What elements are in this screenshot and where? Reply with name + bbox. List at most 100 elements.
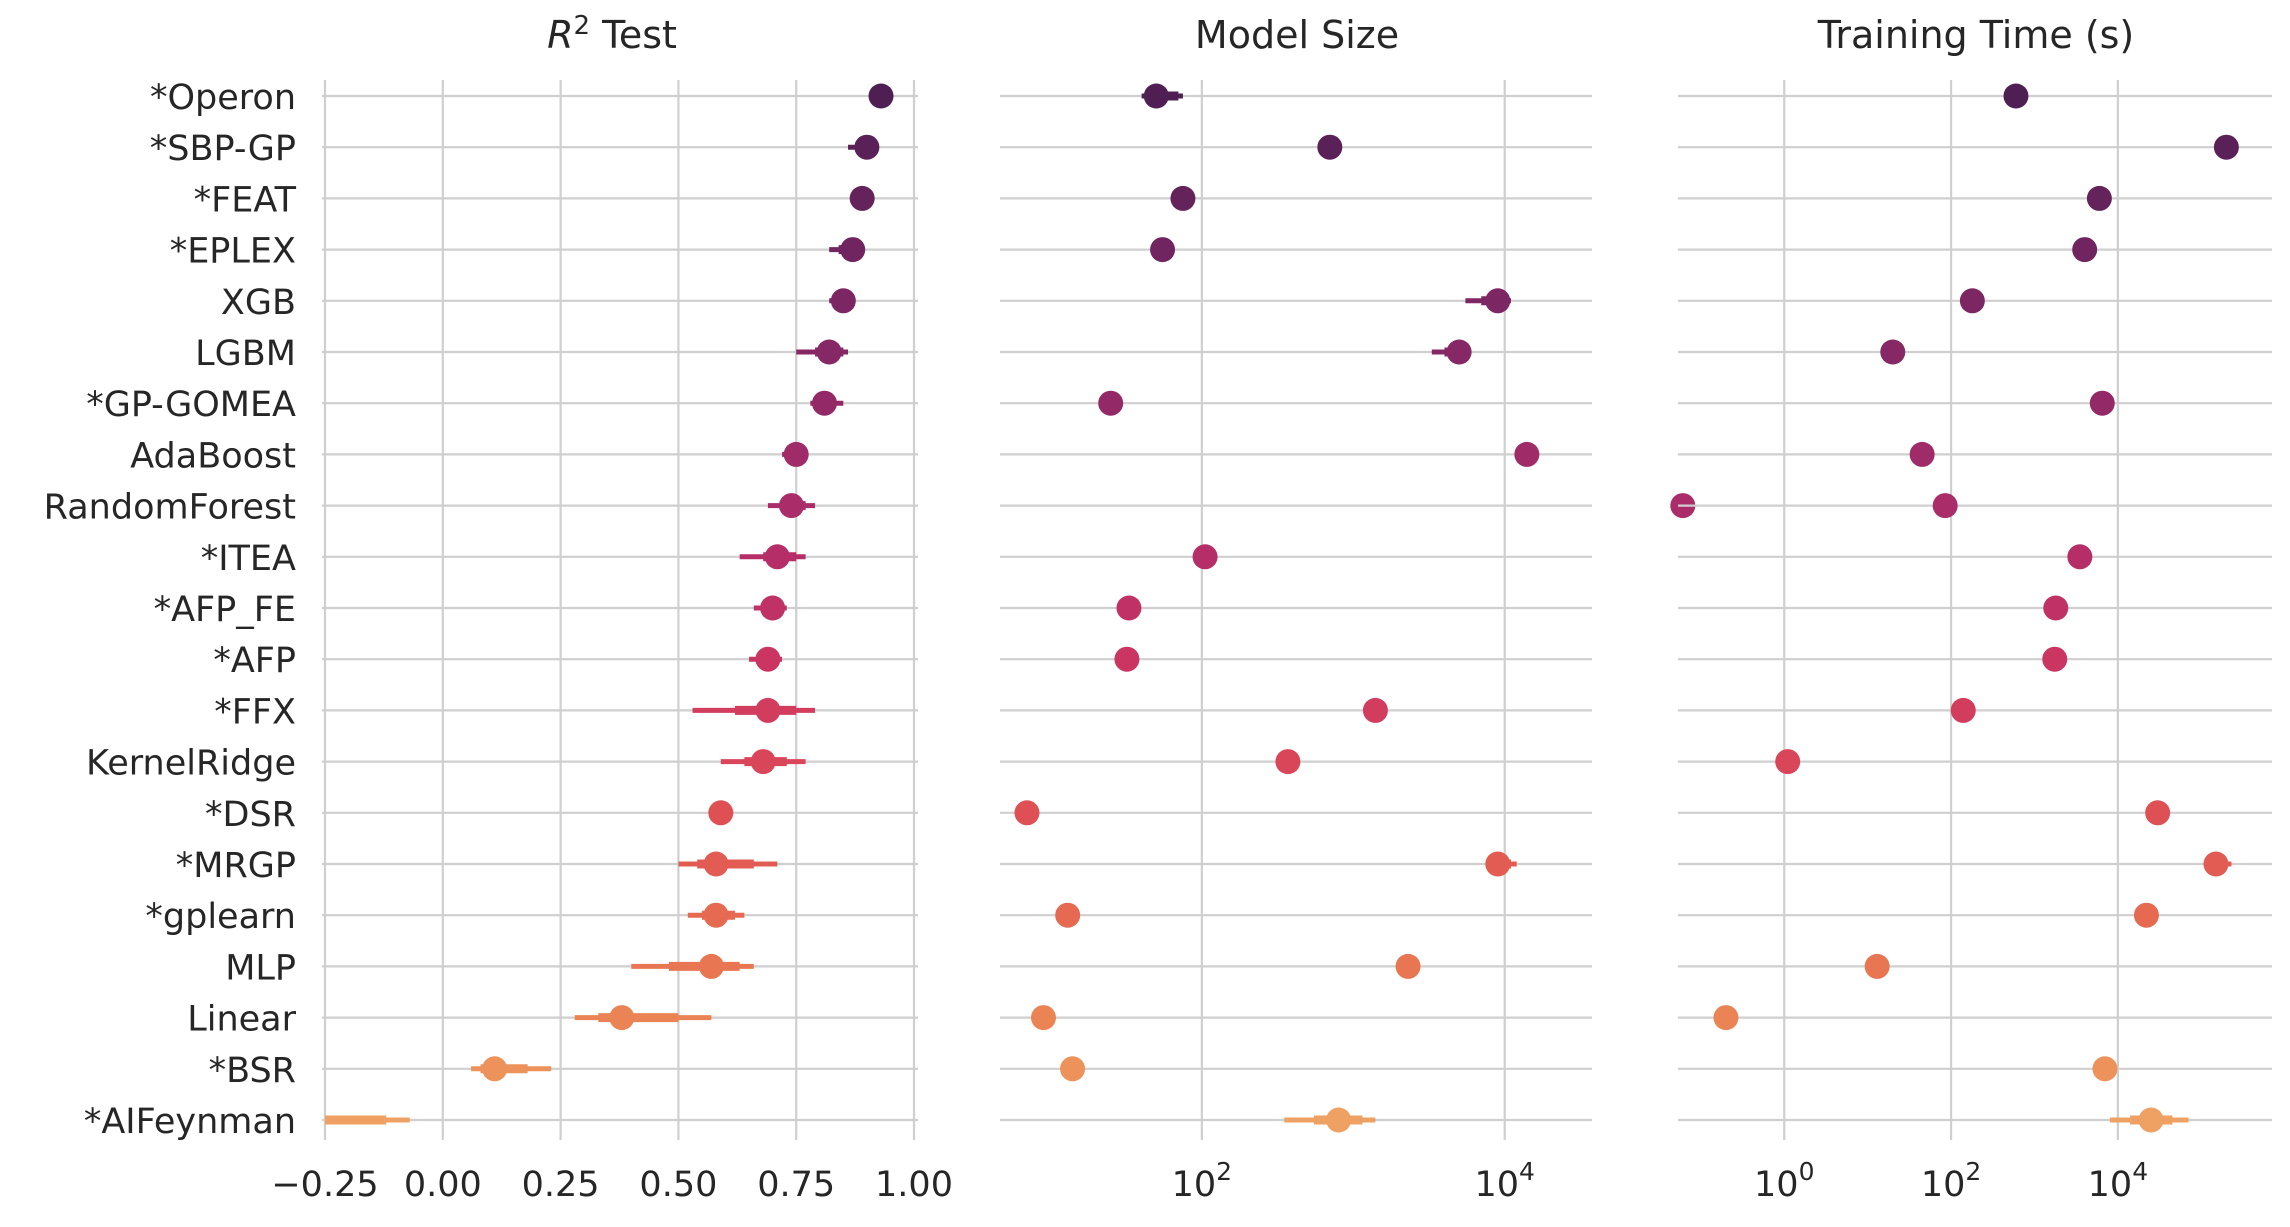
median-point <box>755 646 781 672</box>
category-label: *AFP <box>213 641 296 681</box>
median-point <box>1192 544 1218 570</box>
category-label: *FFX <box>214 692 296 732</box>
category-label: AdaBoost <box>130 436 296 476</box>
median-point <box>482 1056 508 1082</box>
median-point <box>1114 646 1140 672</box>
median-point <box>2072 237 2098 263</box>
median-point <box>703 851 729 877</box>
median-point <box>1326 1107 1352 1133</box>
category-label: RandomForest <box>44 488 296 528</box>
median-point <box>2092 1056 2118 1082</box>
x-tick-label: 102 <box>1172 1157 1232 1205</box>
median-point <box>783 441 809 467</box>
median-point <box>849 185 875 211</box>
median-point <box>854 134 880 160</box>
panel-title: R2 Test <box>547 11 677 57</box>
median-point <box>1060 1056 1086 1082</box>
median-point <box>1959 288 1985 314</box>
x-tick-label: 104 <box>2088 1157 2148 1205</box>
x-tick-label: 0.25 <box>522 1165 600 1205</box>
x-tick-labels: 100 102 104 <box>1754 1157 2148 1205</box>
category-label: *FEAT <box>194 180 297 220</box>
median-point <box>1713 1005 1739 1031</box>
median-point <box>1880 339 1906 365</box>
median-point <box>2138 1107 2164 1133</box>
x-tick-label: 0.75 <box>757 1165 835 1205</box>
x-tick-label: 104 <box>1474 1157 1534 1205</box>
median-point <box>1362 697 1388 723</box>
median-point <box>698 953 724 979</box>
x-tick-label: 102 <box>1921 1157 1981 1205</box>
median-point <box>2003 83 2029 109</box>
category-label: XGB <box>221 283 296 323</box>
x-tick-label: −0.25 <box>271 1165 378 1205</box>
median-point <box>811 390 837 416</box>
median-point <box>1055 902 1081 928</box>
category-label: LGBM <box>195 334 296 374</box>
median-point <box>1909 441 1935 467</box>
median-point <box>1317 134 1343 160</box>
median-point <box>1950 697 1976 723</box>
median-point <box>778 493 804 519</box>
median-point <box>1170 185 1196 211</box>
median-point <box>2213 134 2239 160</box>
x-tick-label: 100 <box>1754 1157 1814 1205</box>
median-point <box>755 697 781 723</box>
median-point <box>2043 595 2069 621</box>
median-point <box>868 83 894 109</box>
panel-training-time: Training Time (s) 100 102 104 <box>1678 13 2272 1205</box>
median-point <box>1014 800 1040 826</box>
category-label: *GP-GOMEA <box>86 385 296 425</box>
panel-title: Model Size <box>1195 13 1399 57</box>
median-point <box>1514 441 1540 467</box>
category-label: *SBP-GP <box>150 129 296 169</box>
category-label: *AIFeynman <box>84 1102 296 1142</box>
category-label: *EPLEX <box>170 232 296 272</box>
median-point <box>2067 544 2093 570</box>
median-point <box>1485 851 1511 877</box>
x-tick-label: 0.00 <box>404 1165 482 1205</box>
panel-model-size: Model Size 102 104 <box>1000 13 1696 1205</box>
median-point <box>750 749 776 775</box>
x-tick-labels: −0.25 0.00 0.25 0.50 0.75 1.00 <box>271 1165 953 1205</box>
median-point <box>2133 902 2159 928</box>
category-label: Linear <box>187 1000 296 1040</box>
median-point <box>1446 339 1472 365</box>
median-point <box>1143 83 1169 109</box>
category-label: *ITEA <box>201 539 296 579</box>
median-point <box>1395 953 1421 979</box>
category-label: MLP <box>225 948 296 988</box>
median-point <box>1116 595 1142 621</box>
median-point <box>2145 800 2171 826</box>
median-point <box>2042 646 2068 672</box>
category-label: *gplearn <box>145 897 296 937</box>
median-point <box>840 237 866 263</box>
median-point <box>609 1005 635 1031</box>
x-tick-label: 1.00 <box>875 1165 953 1205</box>
category-label: KernelRidge <box>86 744 296 784</box>
median-point <box>708 800 734 826</box>
gridlines <box>322 80 918 1140</box>
gridlines <box>1000 80 1592 1140</box>
median-point <box>1098 390 1124 416</box>
marks <box>1713 83 2239 1133</box>
median-point <box>2086 185 2112 211</box>
category-label: *DSR <box>205 795 296 835</box>
median-point <box>1775 749 1801 775</box>
median-point <box>1275 749 1301 775</box>
median-point <box>1030 1005 1056 1031</box>
marks <box>1014 83 1696 1133</box>
category-label: *Operon <box>150 78 296 118</box>
median-point <box>830 288 856 314</box>
median-point <box>1932 493 1958 519</box>
x-tick-labels: 102 104 <box>1172 1157 1535 1205</box>
median-point <box>1150 237 1176 263</box>
category-label: *BSR <box>209 1051 296 1091</box>
median-point <box>1864 953 1890 979</box>
median-point <box>2089 390 2115 416</box>
median-point <box>760 595 786 621</box>
median-point <box>703 902 729 928</box>
median-point <box>764 544 790 570</box>
category-label: *MRGP <box>176 846 296 886</box>
